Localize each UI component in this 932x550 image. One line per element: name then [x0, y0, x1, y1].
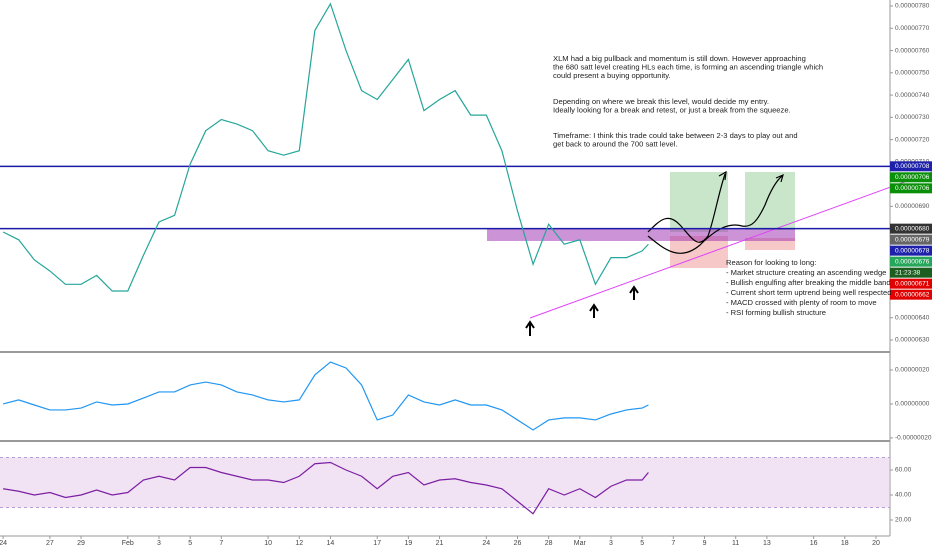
rsi-band	[0, 457, 890, 508]
y-tick-label: 0.00000730	[895, 114, 930, 121]
price-tag	[890, 161, 932, 172]
price-tag-label: 0.00000671	[895, 280, 930, 287]
price-tag	[890, 234, 932, 245]
price-tag-label: 0.00000680	[895, 225, 930, 232]
x-tick-label: 5	[640, 540, 644, 547]
x-tick-label: Mar	[574, 540, 587, 547]
x-tick-label: 20	[872, 540, 880, 547]
x-tick-label: Feb	[122, 540, 134, 547]
x-tick-label: 7	[219, 540, 223, 547]
price-tag	[890, 289, 932, 300]
x-tick-label: 11	[732, 540, 739, 547]
price-tag	[890, 183, 932, 194]
note-line: get back to around the 700 satt level.	[553, 140, 678, 149]
countdown: 21:23:38	[895, 269, 921, 276]
y-tick-label: -0.00000020	[895, 435, 932, 442]
x-tick-label: 14	[327, 540, 335, 547]
price-tag-label: 0.00000676	[895, 258, 930, 265]
series-line	[2, 2, 649, 292]
x-tick-label: 26	[514, 540, 522, 547]
x-tick-label: 3	[157, 540, 161, 547]
low-arrow	[589, 303, 599, 318]
x-tick-label: 10	[264, 540, 272, 547]
stop-box	[670, 236, 728, 268]
x-tick-label: 3	[609, 540, 613, 547]
x-tick-label: 18	[841, 540, 849, 547]
x-tick-label: 21	[436, 540, 444, 547]
series-line	[2, 361, 649, 431]
reason-line: - RSI forming bullish structure	[726, 308, 826, 317]
y-tick-label: 0.00000740	[895, 92, 930, 99]
resistance-zone	[487, 229, 795, 241]
x-tick-label: 16	[810, 540, 818, 547]
x-tick-label: 19	[404, 540, 412, 547]
reason-line: Reason for looking to long:	[726, 258, 816, 267]
note-line: the 680 satt level creating HLs each tim…	[553, 63, 823, 72]
price-tag-label: 0.00000662	[895, 291, 930, 298]
scenario-path	[647, 175, 783, 254]
x-tick-label: 7	[671, 540, 675, 547]
price-tag-label: 0.00000706	[895, 185, 930, 192]
x-tick-label: 24	[482, 540, 490, 547]
x-tick-label: 5	[188, 540, 192, 547]
y-tick-label: 0.00000780	[895, 3, 930, 10]
price-tag-label: 0.00000706	[895, 174, 930, 181]
note-line: Ideally looking for a break and retest, …	[553, 105, 791, 114]
y-tick-label: 20.00	[895, 517, 912, 524]
price-tag	[890, 256, 932, 267]
price-tag-label: 0.00000708	[895, 163, 930, 170]
x-tick-label: 9	[703, 540, 707, 547]
note-line: Depending on where we break this level, …	[553, 97, 769, 106]
trend-line	[529, 171, 932, 319]
y-tick-label: 40.00	[895, 492, 912, 499]
x-tick-label: 28	[545, 540, 553, 547]
price-tag	[890, 172, 932, 183]
y-tick-label: 0.00000690	[895, 203, 930, 210]
x-tick-label: 17	[373, 540, 381, 547]
x-tick-label: 12	[295, 540, 303, 547]
y-tick-label: 0.00000630	[895, 337, 930, 344]
y-tick-label: 60.00	[895, 467, 912, 474]
scenario-arrow	[718, 170, 727, 181]
x-tick-label: 24	[0, 540, 7, 547]
reason-line: - Bullish engulfing after breaking the m…	[726, 278, 891, 287]
target-box	[745, 172, 795, 230]
x-tick-label: 13	[763, 540, 771, 547]
y-tick-label: 0.00000760	[895, 47, 930, 54]
low-arrow	[525, 320, 535, 336]
note-line: could present a buying opportunity.	[553, 71, 671, 80]
y-tick-label: 0.00000020	[895, 367, 930, 374]
price-tag-label: 0.00000679	[895, 236, 930, 243]
reason-line: - Market structure creating an ascending…	[726, 268, 886, 277]
countdown-tag	[890, 267, 932, 278]
reason-line: - MACD crossed with plenty of room to mo…	[726, 298, 877, 307]
scenario-path	[647, 173, 726, 243]
target-box	[670, 172, 728, 232]
price-tag	[890, 223, 932, 234]
price-tag	[890, 278, 932, 289]
x-tick-label: 27	[46, 540, 54, 547]
note-line: XLM had a big pullback and momentum is s…	[553, 54, 806, 63]
scenario-arrow	[775, 173, 784, 183]
price-tag	[890, 245, 932, 256]
series-line	[3, 461, 649, 515]
note-line: Timeframe: I think this trade could take…	[553, 131, 798, 140]
low-arrow	[629, 285, 639, 300]
y-tick-label: 0.00000640	[895, 314, 930, 321]
trade-setup	[487, 170, 932, 336]
y-tick-label: 0.00000000	[895, 401, 930, 408]
x-tick-label: 29	[77, 540, 85, 547]
y-tick-label: 0.00000770	[895, 25, 930, 32]
price-tag-label: 0.00000678	[895, 247, 930, 254]
reason-line: - Current short term uptrend being well …	[726, 288, 891, 297]
y-tick-label: 0.00000750	[895, 70, 930, 77]
y-tick-label: 0.00000720	[895, 136, 930, 143]
